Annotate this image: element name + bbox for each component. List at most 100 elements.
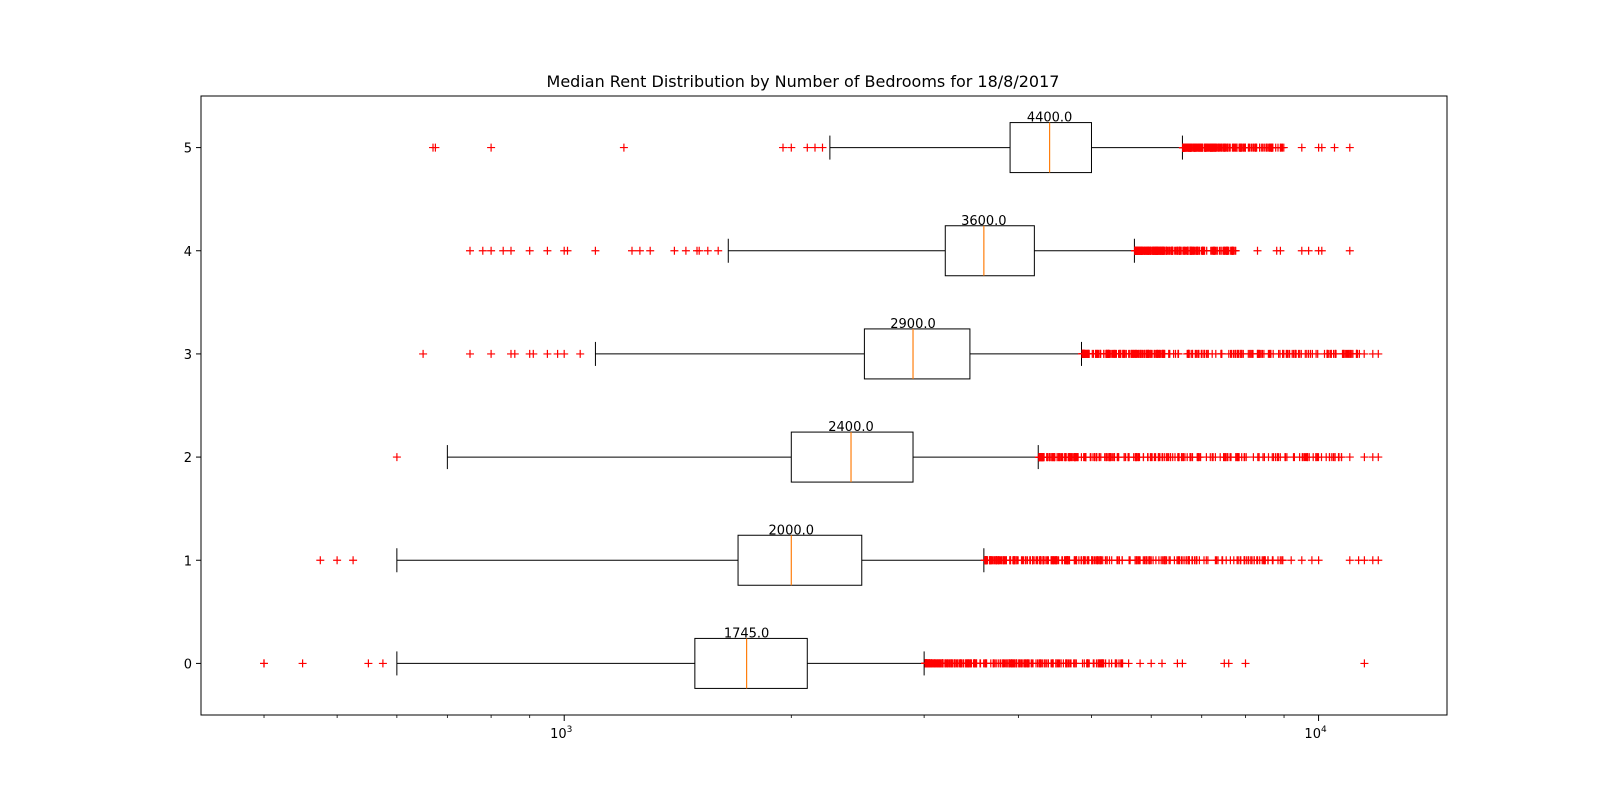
outlier-marker — [1079, 349, 1088, 358]
outlier-marker — [1260, 453, 1269, 462]
outlier-marker — [619, 143, 628, 152]
outlier-marker — [1276, 246, 1285, 255]
box-0: 1745.0 — [260, 626, 1369, 689]
outlier-marker — [1194, 349, 1203, 358]
outlier-marker — [1297, 143, 1306, 152]
outlier-marker — [1255, 349, 1264, 358]
outlier-marker — [1233, 453, 1242, 462]
outlier-marker — [1043, 453, 1052, 462]
outlier-marker — [1304, 246, 1313, 255]
outlier-marker — [1118, 556, 1127, 565]
outlier-marker — [670, 246, 679, 255]
outlier-marker — [1360, 556, 1369, 565]
outlier-marker — [1224, 349, 1233, 358]
outlier-marker — [1281, 453, 1289, 462]
outlier-marker — [1035, 453, 1044, 462]
outlier-marker — [1307, 556, 1316, 565]
outlier-marker — [787, 143, 796, 152]
outlier-marker — [811, 143, 819, 152]
outlier-marker — [1178, 659, 1187, 668]
outlier-marker — [1174, 349, 1182, 358]
outlier-marker — [1089, 659, 1098, 668]
outlier-marker — [499, 246, 508, 255]
outlier-marker — [1317, 246, 1326, 255]
outlier-marker — [1048, 659, 1057, 668]
outlier-marker — [1298, 453, 1307, 462]
outlier-marker — [1187, 349, 1196, 358]
outlier-marker — [1274, 556, 1282, 565]
outlier-marker — [478, 246, 487, 255]
outlier-marker — [941, 659, 950, 668]
outlier-marker — [1049, 453, 1058, 462]
outlier-marker — [1141, 556, 1150, 565]
outlier-marker — [487, 143, 496, 152]
outlier-marker — [635, 246, 644, 255]
outlier-marker — [1155, 453, 1164, 462]
outlier-marker — [487, 349, 496, 358]
outlier-marker — [1010, 556, 1019, 565]
outlier-marker — [924, 659, 933, 668]
outlier-marker — [1305, 453, 1314, 462]
outlier-marker — [1131, 453, 1140, 462]
outlier-marker — [1129, 349, 1138, 358]
outlier-marker — [1374, 556, 1383, 565]
outlier-marker — [1217, 143, 1226, 152]
outlier-marker — [543, 349, 552, 358]
outlier-marker — [1147, 659, 1156, 668]
outlier-marker — [529, 349, 538, 358]
outlier-marker — [1036, 659, 1045, 668]
outlier-marker — [1271, 453, 1280, 462]
outlier-marker — [1224, 659, 1233, 668]
outlier-marker — [1268, 143, 1277, 152]
outlier-marker — [591, 246, 600, 255]
outlier-marker — [1217, 349, 1226, 358]
outlier-marker — [1032, 556, 1041, 565]
box-2: 2400.0 — [392, 420, 1383, 483]
outlier-marker — [1186, 453, 1195, 462]
outlier-marker — [1188, 246, 1197, 255]
outlier-marker — [1285, 349, 1294, 358]
outlier-marker — [525, 246, 534, 255]
outlier-marker — [1223, 453, 1232, 462]
outlier-marker — [1192, 556, 1201, 565]
median-label: 2000.0 — [769, 523, 815, 538]
outlier-marker — [1198, 246, 1207, 255]
y-tick-label: 2 — [184, 451, 192, 466]
outlier-marker — [1312, 453, 1321, 462]
iqr-box — [1009, 122, 1092, 174]
iqr-box — [737, 534, 863, 586]
box-1: 2000.0 — [316, 523, 1383, 586]
outlier-marker — [1297, 556, 1306, 565]
outlier-marker — [1149, 556, 1158, 565]
outlier-marker — [933, 659, 942, 668]
outlier-marker — [1174, 556, 1183, 565]
plot-frame — [200, 95, 1448, 716]
outlier-marker — [1139, 453, 1148, 462]
outlier-marker — [1249, 143, 1258, 152]
outlier-marker — [1166, 453, 1175, 462]
outlier-marker — [1289, 453, 1298, 462]
outlier-marker — [779, 143, 787, 152]
outlier-marker — [714, 246, 723, 255]
outlier-marker — [1374, 453, 1383, 462]
outlier-marker — [695, 246, 704, 255]
outlier-marker — [1080, 556, 1088, 565]
outlier-marker — [1196, 453, 1204, 462]
outlier-marker — [1166, 556, 1175, 565]
outlier-marker — [1374, 349, 1383, 358]
outlier-marker — [364, 659, 373, 668]
outlier-marker — [1213, 246, 1222, 255]
axes: 0 1 2 3 4 5 103 104 — [184, 142, 1327, 742]
median-label: 4400.0 — [1027, 111, 1073, 126]
y-tick-label: 0 — [184, 657, 192, 672]
outlier-marker — [1248, 556, 1256, 565]
outlier-marker — [560, 349, 569, 358]
outlier-marker — [1105, 453, 1114, 462]
outlier-marker — [563, 246, 572, 255]
outlier-marker — [1162, 246, 1171, 255]
outlier-marker — [1211, 453, 1220, 462]
median-label: 2400.0 — [828, 420, 874, 435]
outlier-marker — [419, 349, 428, 358]
outlier-marker — [392, 453, 401, 462]
median-label: 3600.0 — [961, 214, 1007, 229]
